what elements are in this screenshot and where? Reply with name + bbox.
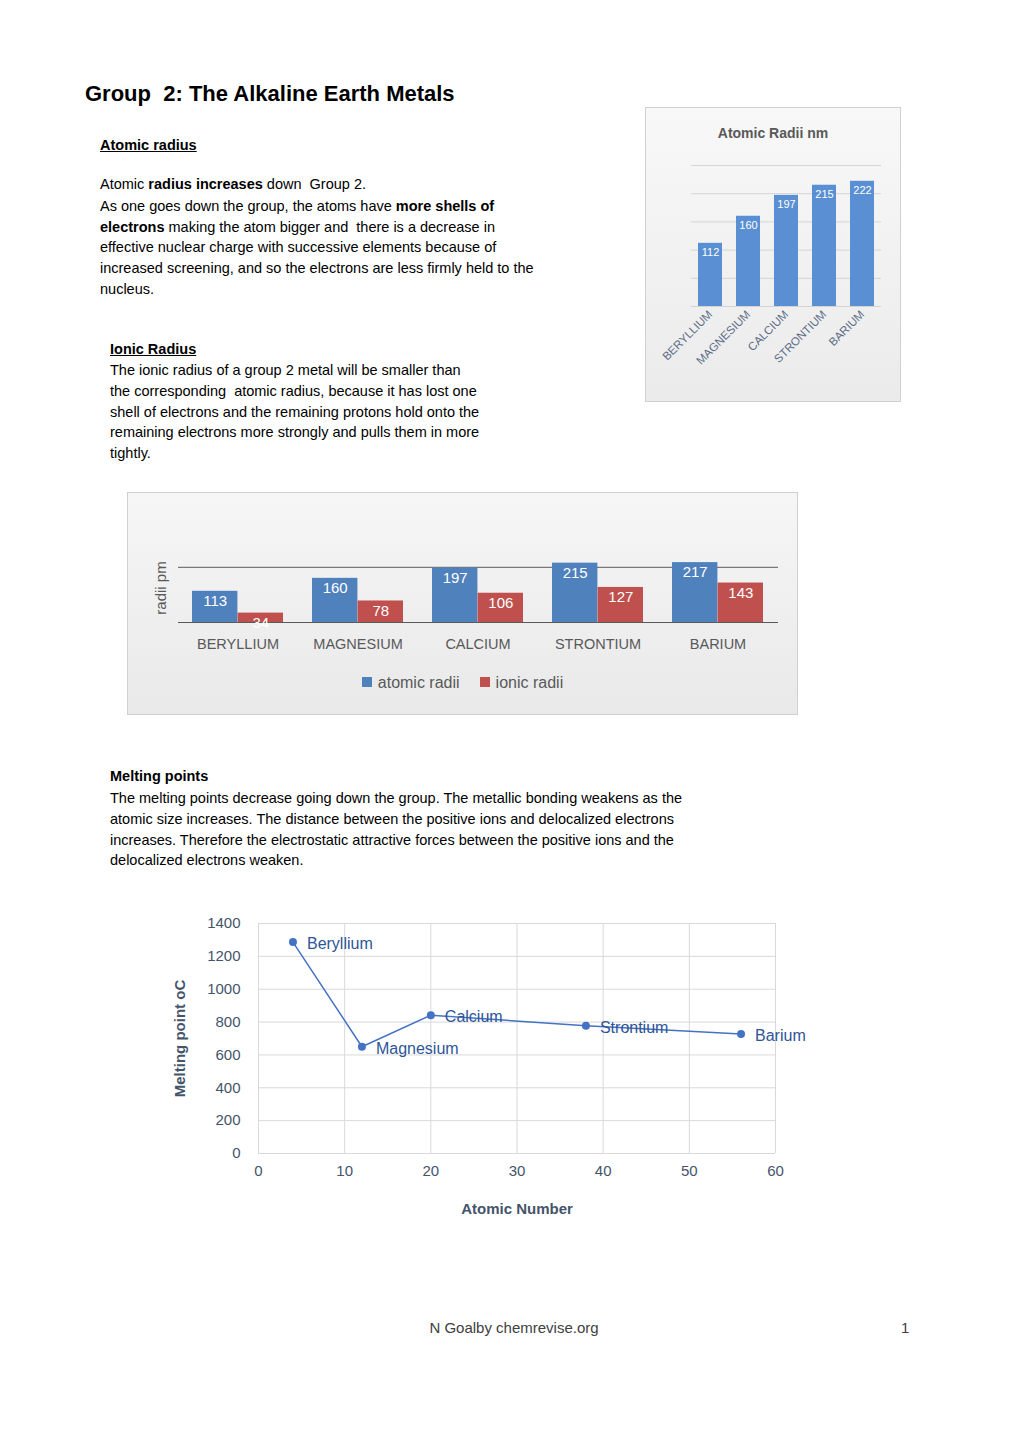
svg-text:10: 10 [336,1162,353,1179]
svg-text:106: 106 [488,594,513,611]
svg-text:1400: 1400 [207,914,240,931]
html-text:Ionic Radius: Ionic Radius [110,341,197,357]
svg-text:BERYLLIUM: BERYLLIUM [197,636,279,652]
svg-text:0: 0 [232,1144,240,1161]
html-text:atomic radii: atomic radii [377,674,460,691]
svg-text:215: 215 [815,188,833,200]
svg-text:200: 200 [215,1111,240,1128]
svg-text:Calcium: Calcium [445,1008,503,1025]
svg-text:CALCIUM: CALCIUM [745,308,791,354]
html-text:atomic size increases. The dis: atomic size increases. The distance betw… [110,810,674,827]
svg-text:Atomic Number: Atomic Number [461,1200,573,1217]
svg-text:217: 217 [683,563,708,580]
svg-text:MAGNESIUM: MAGNESIUM [694,308,753,367]
html-text:The melting points decrease go: The melting points decrease going down t… [110,790,682,806]
svg-text:STRONTIUM: STRONTIUM [772,308,829,365]
html-text:The ionic radius of a group 2: The ionic radius of a group 2 metal will… [110,362,461,378]
html-text:Melting points: Melting points [110,768,209,784]
svg-text:20: 20 [422,1162,439,1179]
svg-text:800: 800 [215,1013,240,1030]
html-text:Atomic radius: Atomic radius [100,137,197,153]
svg-text:197: 197 [777,198,795,210]
svg-text:127: 127 [608,588,633,605]
svg-text:60: 60 [767,1162,784,1179]
svg-text:197: 197 [443,569,468,586]
svg-text:78: 78 [372,602,389,619]
svg-text:BARIUM: BARIUM [690,636,746,652]
svg-text:CALCIUM: CALCIUM [445,636,510,652]
html-text:Atomic Radii nm: Atomic Radii nm [717,125,829,141]
html-text:electrons making the atom bigg: electrons making the atom bigger and the… [100,218,495,235]
html-text:N Goalby chemrevise.org: N Goalby chemrevise.org [429,1319,599,1336]
html-text:As one goes down the group, th: As one goes down the group, the atoms ha… [100,197,495,214]
svg-text:radii pm: radii pm [152,561,169,614]
svg-text:BERYLLIUM: BERYLLIUM [660,308,715,363]
html-text:remaining electrons more stron: remaining electrons more strongly and pu… [110,424,480,441]
html-text:tightly.: tightly. [110,445,151,462]
svg-text:40: 40 [595,1162,612,1179]
svg-text:143: 143 [728,584,753,601]
html-text:Atomic radius increases down G: Atomic radius increases down Group 2. [100,176,366,192]
svg-text:Melting point oC: Melting point oC [171,980,188,1098]
svg-text:215: 215 [563,564,588,581]
svg-text:600: 600 [215,1046,240,1063]
svg-text:BARIUM: BARIUM [826,308,866,348]
html-text:Group 2: The Alkaline Earth Me: Group 2: The Alkaline Earth Metals [85,81,455,106]
svg-text:1000: 1000 [207,980,240,997]
svg-text:34: 34 [252,614,269,631]
svg-text:160: 160 [323,579,348,596]
svg-text:400: 400 [215,1079,240,1096]
html-text:delocalized electrons weaken.: delocalized electrons weaken. [110,852,304,869]
svg-text:222: 222 [853,184,871,196]
svg-text:Barium: Barium [755,1027,806,1044]
svg-text:160: 160 [739,219,757,231]
svg-text:1200: 1200 [207,947,240,964]
svg-text:50: 50 [681,1162,698,1179]
svg-text:Beryllium: Beryllium [307,935,373,952]
html-text:the corresponding atomic radiu: the corresponding atomic radius, because… [110,382,477,399]
html-text:1: 1 [901,1319,910,1336]
svg-text:30: 30 [509,1162,526,1179]
html-text:increases. Therefore the elect: increases. Therefore the electrostatic a… [110,831,674,848]
svg-text:STRONTIUM: STRONTIUM [555,636,641,652]
svg-text:0: 0 [254,1162,262,1179]
svg-text:Strontium: Strontium [600,1019,668,1036]
html-text:increased screening, and so th: increased screening, and so the electron… [100,260,534,277]
html-text:shell of electrons and the rem: shell of electrons and the remaining pro… [110,403,480,420]
html-text:ionic radii: ionic radii [495,674,564,691]
svg-text:MAGNESIUM: MAGNESIUM [313,636,402,652]
svg-text:Magnesium: Magnesium [376,1040,459,1057]
svg-text:112: 112 [702,246,720,258]
svg-text:113: 113 [203,592,227,609]
html-text:effective nuclear charge with: effective nuclear charge with successive… [100,239,497,256]
html-text:nucleus.: nucleus. [100,281,154,297]
